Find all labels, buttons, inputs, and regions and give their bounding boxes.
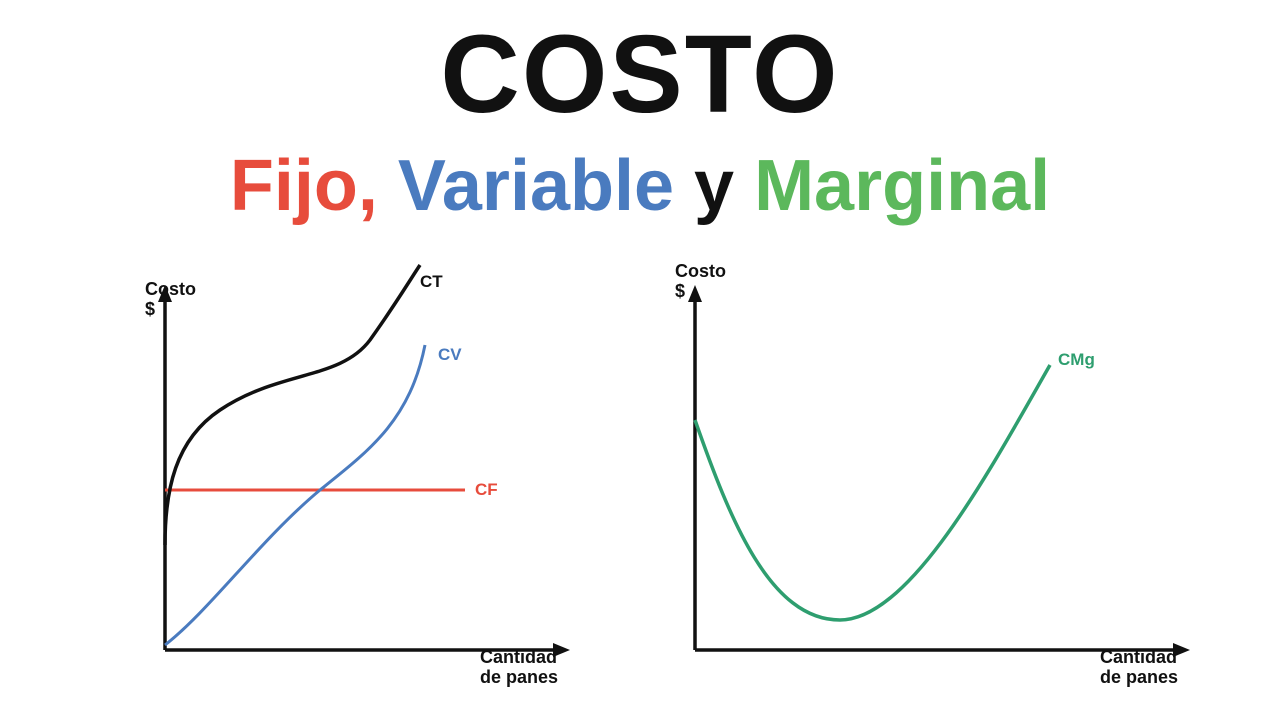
subtitle: Fijo, Variable y Marginal [0, 150, 1280, 222]
page-container: COSTO Fijo, Variable y Marginal Costo $ … [0, 0, 1280, 720]
main-title: COSTO [0, 20, 1280, 130]
subtitle-marginal: Marginal [754, 146, 1050, 226]
title-text: COSTO [440, 13, 839, 136]
chart-right: Costo $ Cantidad de panes CMg [640, 290, 1200, 710]
axes-left [158, 285, 570, 657]
subtitle-comma: , [358, 146, 398, 226]
curve-cv [165, 345, 425, 645]
ylabel-costo-r: Costo [675, 261, 726, 281]
subtitle-variable: Variable [398, 146, 674, 226]
curve-ct [165, 265, 420, 545]
axes-right [688, 285, 1190, 657]
chart-right-svg [640, 290, 1200, 710]
charts-row: Costo $ Cantidad de panes CT CV CF [0, 290, 1280, 720]
chart-left-svg [110, 290, 580, 710]
curve-cmg [695, 365, 1050, 620]
subtitle-y: y [674, 146, 754, 226]
label-ct: CT [420, 272, 443, 292]
chart-left: Costo $ Cantidad de panes CT CV CF [110, 290, 580, 710]
subtitle-fijo: Fijo [230, 146, 358, 226]
